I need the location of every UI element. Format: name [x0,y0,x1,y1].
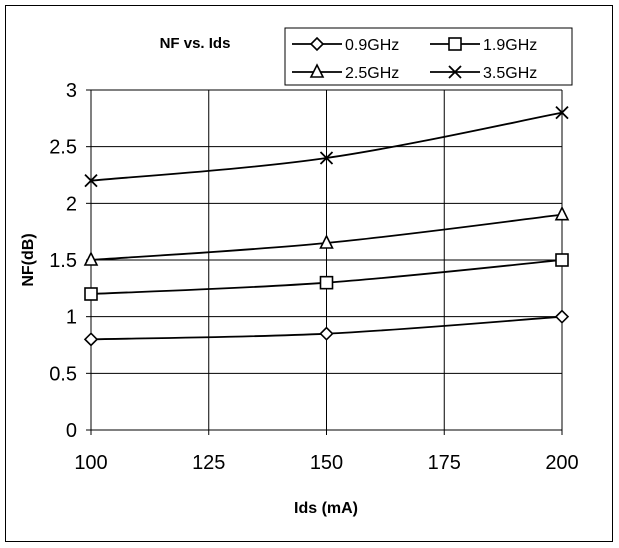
data-point-marker [319,151,334,165]
legend-marker-icon [309,63,325,78]
legend-item: 2.5GHz [292,63,399,82]
x-axis-title: Ids (mA) [294,500,358,517]
legend: 0.9GHz 1.9GHz 2.5GHz 3.5GHz [284,27,573,86]
legend-item: 3.5GHz [430,65,537,82]
series-layer [83,106,570,347]
legend-label: 0.9GHz [345,37,399,54]
y-tick-label: 2 [66,193,77,215]
x-tick-label: 125 [192,452,225,474]
legend-box [284,27,573,86]
x-tick-label: 150 [310,452,343,474]
y-tick-label: 0.5 [49,363,77,385]
y-tick-label: 0 [66,420,77,442]
legend-marker-icon [309,36,325,52]
data-point-marker [84,174,98,188]
x-tick-label: 175 [428,452,461,474]
legend-label: 3.5GHz [483,65,537,82]
data-point-marker [554,309,570,324]
legend-item: 0.9GHz [292,36,399,54]
data-point-marker [84,287,98,301]
series-09ghz [83,309,570,347]
data-point-marker [554,205,570,221]
data-point-marker [555,106,569,120]
y-tick-label: 2.5 [49,137,77,159]
legend-marker-icon [448,65,462,79]
data-point-marker [319,275,334,290]
data-point-marker [83,332,99,347]
chart-frame [5,5,613,542]
legend-marker-icon [448,37,462,51]
y-tick-label: 1.5 [49,250,77,272]
legend-item: 1.9GHz [430,37,537,54]
y-tick-label: 3 [66,80,77,102]
y-tick-label: 1 [66,307,77,329]
grid-layer [86,89,563,435]
legend-label: 1.9GHz [483,37,537,54]
chart-title: NF vs. Ids [160,35,231,52]
y-axis-title: NF(dB) [20,233,37,286]
series-19ghz [84,253,569,301]
series-35ghz [84,106,569,188]
x-tick-label: 100 [74,452,107,474]
legend-label: 2.5GHz [345,65,399,82]
x-tick-label: 200 [545,452,578,474]
tick-layer: 100 125 150 175 200 0 0.5 1 1.5 2 2.5 3 [49,80,579,474]
data-point-marker [83,251,99,266]
data-point-marker [319,234,334,249]
data-point-marker [319,326,334,341]
data-point-marker [555,253,569,267]
series-25ghz [83,205,570,266]
